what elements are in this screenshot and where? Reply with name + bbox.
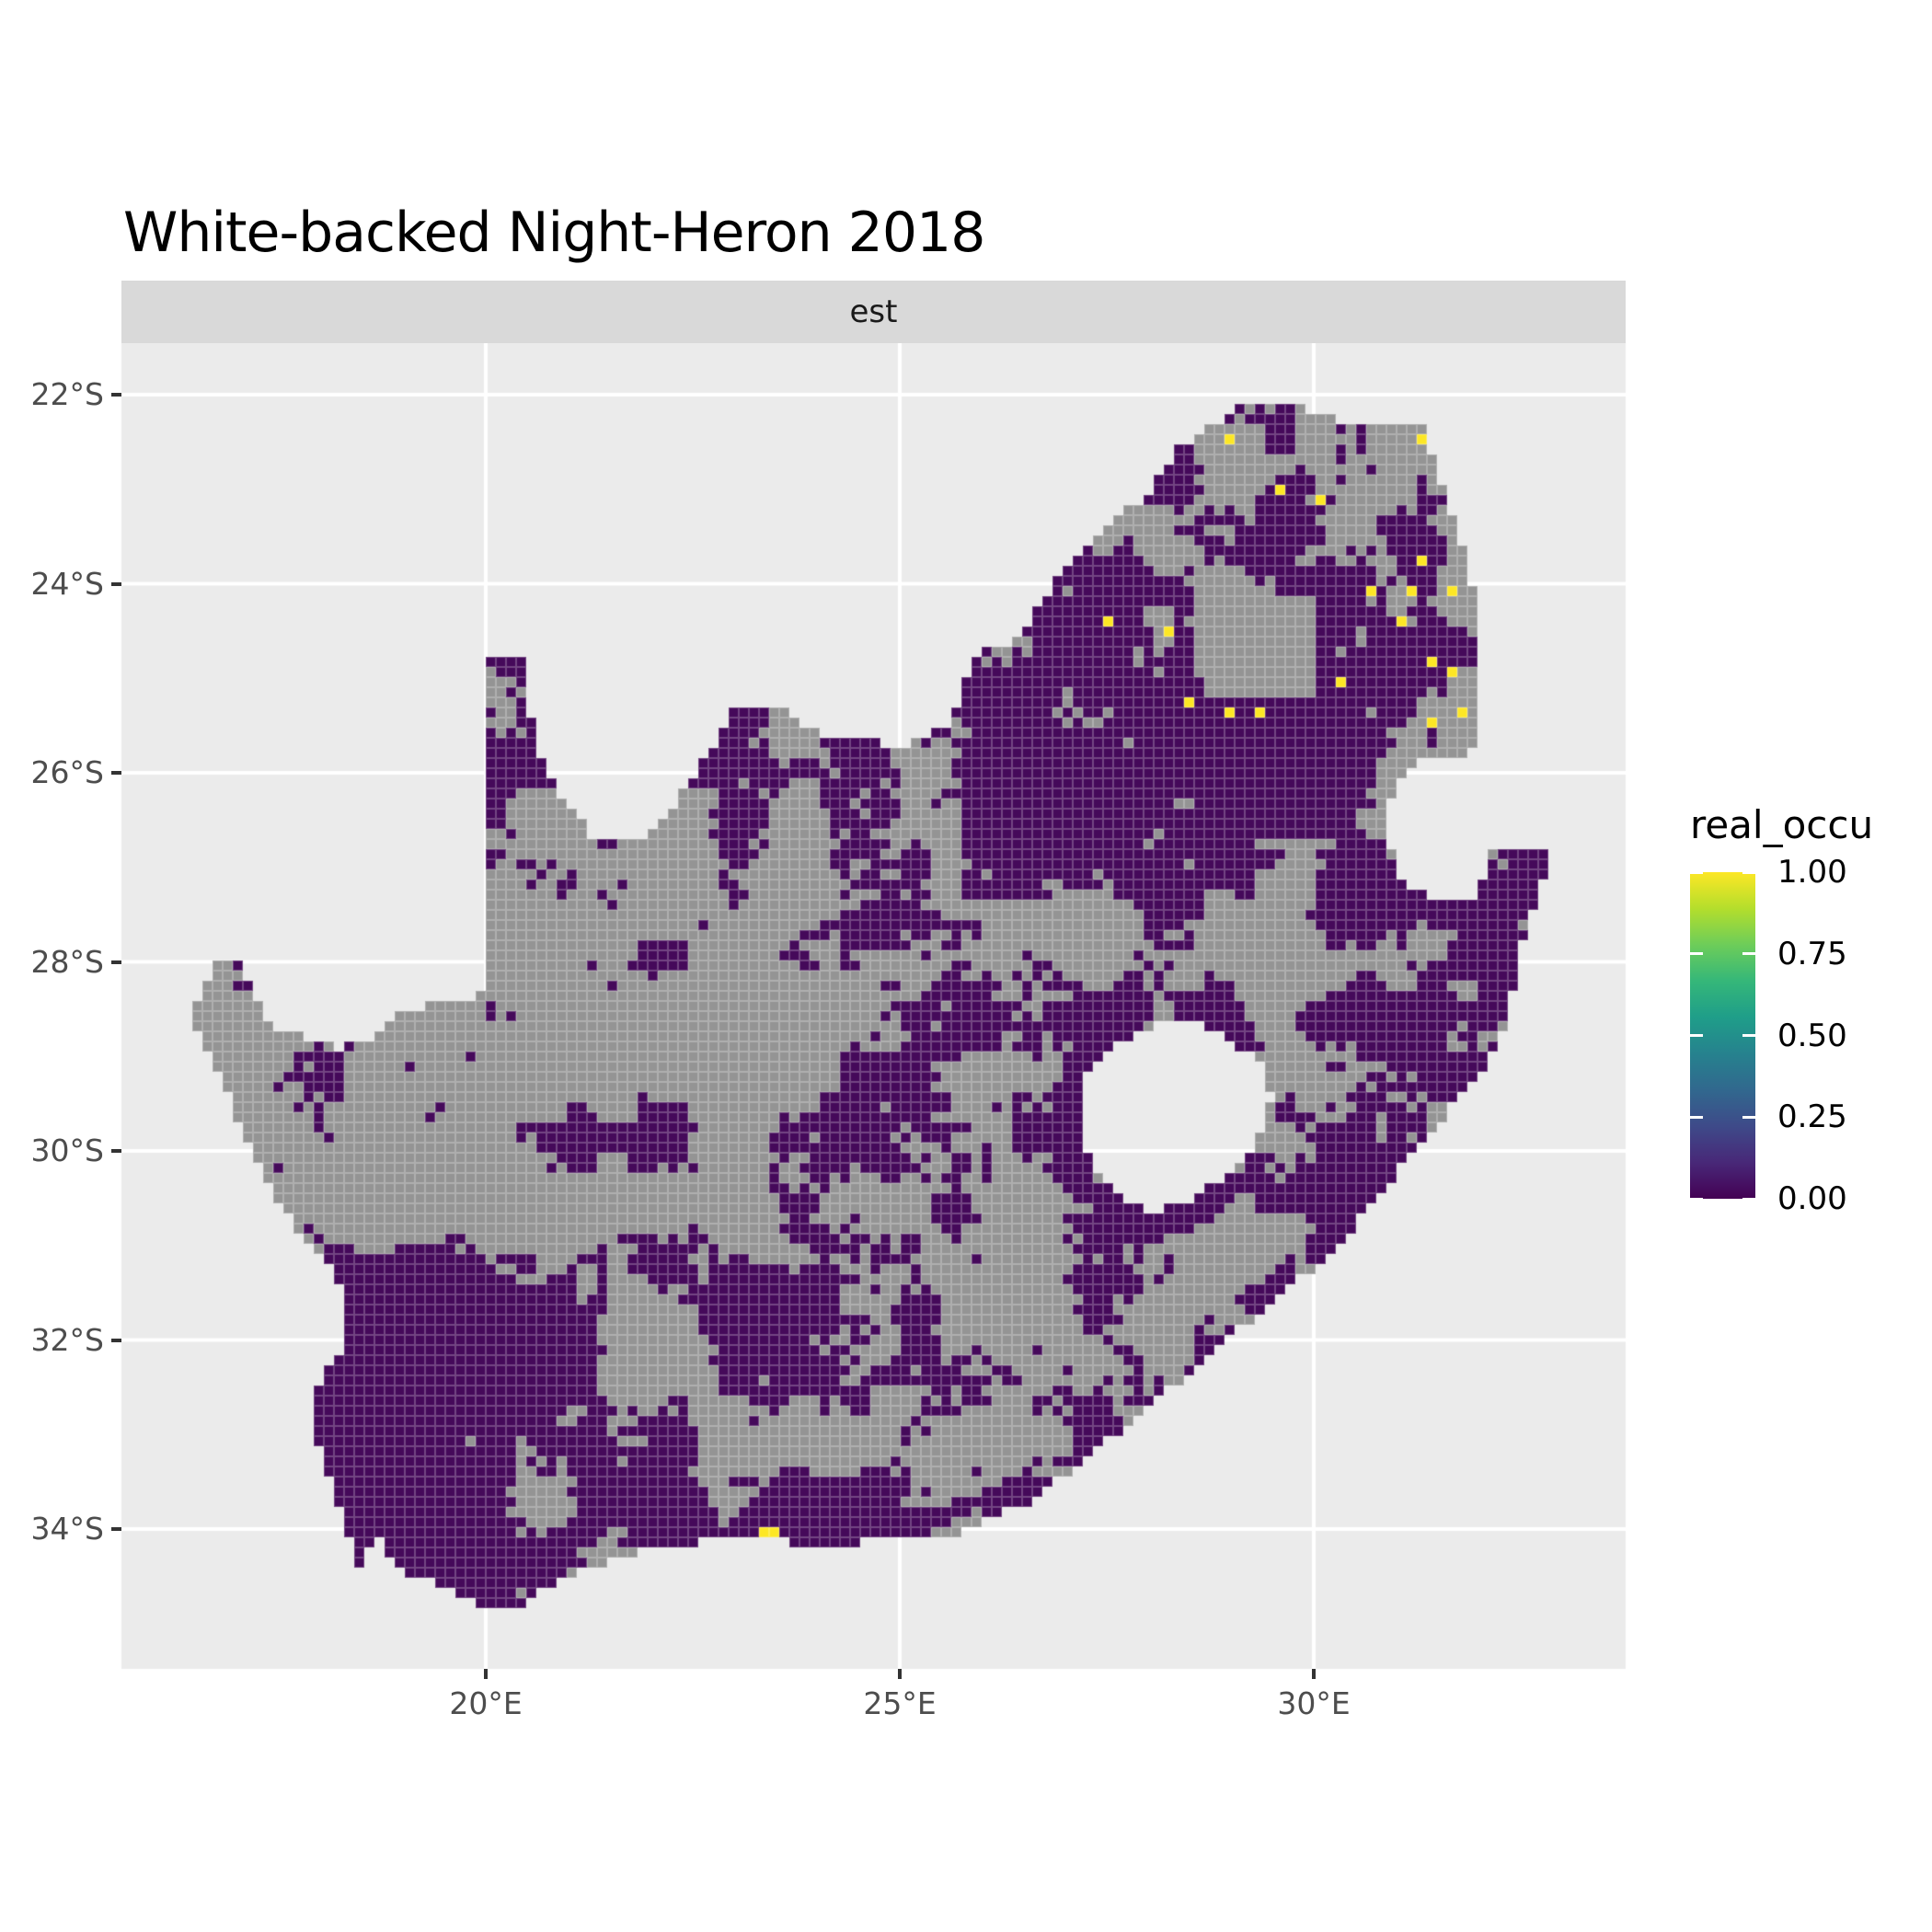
y-axis-tick-label: 22°S: [30, 376, 104, 412]
y-axis-tick-label: 24°S: [30, 565, 104, 602]
x-axis-tick-label: 25°E: [863, 1685, 937, 1721]
y-axis-tick-mark: [111, 393, 121, 397]
x-axis-tick-label: 20°E: [449, 1685, 523, 1721]
y-axis-tick-mark: [111, 960, 121, 964]
facet-strip: est: [121, 281, 1626, 343]
legend-tick-label: 0.50: [1777, 1017, 1847, 1054]
legend-title: real_occu: [1690, 802, 1874, 847]
legend-tick-mark: [1690, 870, 1703, 874]
y-axis-tick-label: 34°S: [30, 1511, 104, 1547]
colorbar-legend: real_occu 1.00 0.75 0.50 0.25 0.00: [1688, 802, 1927, 1235]
y-axis-tick-label: 28°S: [30, 943, 104, 980]
y-axis-tick-mark: [111, 581, 121, 586]
y-axis-tick-mark: [111, 1338, 121, 1342]
legend-tick-mark: [1742, 1115, 1755, 1119]
legend-tick-mark: [1742, 1197, 1755, 1201]
legend-tick-label: 0.25: [1777, 1098, 1847, 1136]
legend-tick-label: 0.00: [1777, 1180, 1847, 1217]
facet-strip-label: est: [849, 293, 898, 330]
legend-tick-label: 0.75: [1777, 935, 1847, 972]
plot-title: White-backed Night-Heron 2018: [123, 201, 985, 265]
legend-tick-label: 1.00: [1777, 854, 1847, 891]
x-axis-tick-label: 30°E: [1277, 1685, 1351, 1721]
x-axis-tick-mark: [898, 1669, 902, 1679]
y-axis-tick-mark: [111, 1527, 121, 1531]
legend-tick-mark: [1690, 952, 1703, 956]
legend-tick-mark: [1690, 1034, 1703, 1037]
legend-tick-mark: [1742, 870, 1755, 874]
x-axis-tick-mark: [484, 1669, 488, 1679]
y-axis-tick-mark: [111, 1149, 121, 1153]
legend-tick-mark: [1690, 1115, 1703, 1119]
legend-tick-mark: [1690, 1197, 1703, 1201]
x-axis-tick-mark: [1312, 1669, 1316, 1679]
legend-tick-mark: [1742, 1034, 1755, 1037]
y-axis-tick-label: 32°S: [30, 1321, 104, 1358]
y-axis-tick-label: 30°S: [30, 1133, 104, 1168]
y-axis-tick-mark: [111, 771, 121, 775]
legend-tick-mark: [1742, 952, 1755, 956]
y-axis-tick-label: 26°S: [30, 754, 104, 790]
